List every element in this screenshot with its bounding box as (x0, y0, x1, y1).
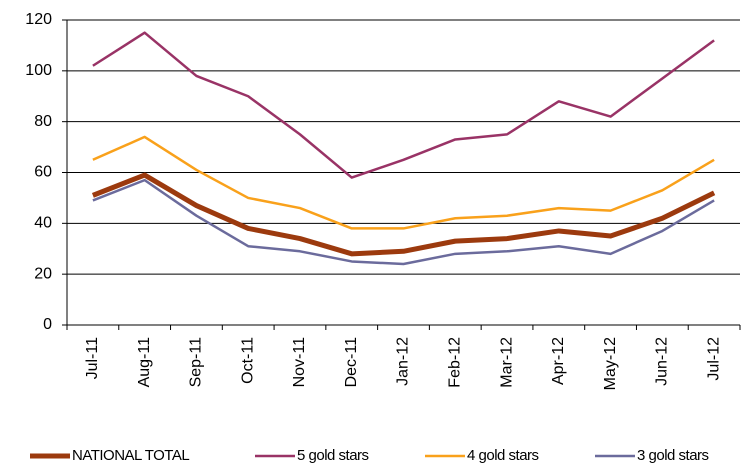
x-tick-label: Oct-11 (239, 337, 256, 384)
legend-label: 4 gold stars (467, 447, 539, 464)
x-tick-label: Sep-11 (188, 337, 205, 388)
x-tick-label: Jul-12 (705, 337, 722, 381)
x-tick-label: Jun-12 (654, 337, 671, 386)
y-tick-label: 60 (34, 164, 52, 181)
series-line (92, 31, 715, 179)
legend-label: NATIONAL TOTAL (72, 447, 189, 464)
series-line (91, 172, 716, 257)
x-tick-label: Aug-11 (136, 337, 153, 388)
y-tick-label: 40 (34, 215, 52, 232)
legend-label: 5 gold stars (297, 447, 369, 464)
x-tick-label: Apr-12 (550, 337, 567, 385)
y-tick-label: 100 (25, 62, 52, 79)
legend-label: 3 gold stars (637, 447, 709, 464)
x-tick-label: Mar-12 (498, 337, 515, 388)
y-tick-label: 20 (34, 265, 52, 282)
y-tick-label: 120 (25, 11, 52, 28)
y-tick-label: 80 (34, 113, 52, 130)
x-tick-label: May-12 (602, 337, 619, 390)
series-line (92, 178, 715, 266)
x-tick-label: Nov-11 (291, 337, 308, 387)
y-tick-label: 0 (43, 316, 52, 333)
x-tick-label: Jul-11 (84, 337, 101, 379)
x-tick-label: Dec-11 (343, 337, 360, 387)
x-tick-label: Jan-12 (395, 337, 412, 386)
series-line (92, 135, 715, 230)
x-tick-label: Feb-12 (446, 337, 463, 388)
